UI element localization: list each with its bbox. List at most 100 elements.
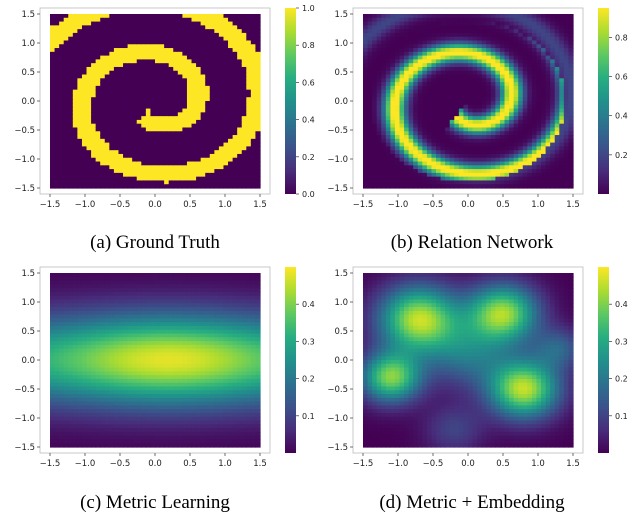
heat-cell bbox=[522, 51, 528, 57]
heat-cell bbox=[77, 303, 83, 308]
heat-cell bbox=[486, 108, 492, 113]
heat-cell bbox=[559, 180, 565, 185]
heat-cell bbox=[436, 89, 442, 95]
heat-cell bbox=[554, 44, 560, 49]
heat-cell bbox=[113, 333, 120, 338]
heat-cell bbox=[132, 157, 138, 163]
heat-cell bbox=[390, 108, 396, 113]
heat-cell bbox=[72, 375, 78, 380]
heat-cell bbox=[81, 32, 88, 38]
heat-cell bbox=[159, 32, 165, 38]
heat-cell bbox=[554, 63, 560, 68]
heat-cell bbox=[431, 161, 437, 166]
heat-cell bbox=[404, 25, 410, 30]
heat-cell bbox=[214, 146, 220, 151]
heat-cell bbox=[50, 401, 56, 406]
heat-cell bbox=[63, 184, 69, 189]
heat-cell bbox=[77, 284, 83, 289]
heat-cell bbox=[159, 112, 165, 117]
heat-cell bbox=[68, 82, 74, 87]
heat-cell bbox=[123, 119, 129, 125]
heat-cell bbox=[136, 44, 142, 49]
heat-cell bbox=[104, 424, 110, 429]
heat-cell bbox=[463, 157, 469, 163]
heat-cell bbox=[86, 394, 92, 399]
heat-cell bbox=[54, 104, 60, 110]
heat-cell bbox=[372, 85, 378, 91]
heat-cell bbox=[228, 70, 234, 76]
heat-cell bbox=[531, 127, 538, 132]
heat-cell bbox=[545, 85, 551, 91]
heat-cell bbox=[77, 21, 83, 26]
heat-cell bbox=[422, 161, 428, 166]
heat-cell bbox=[72, 82, 78, 87]
heat-cell bbox=[390, 150, 396, 155]
heat-cell bbox=[63, 78, 69, 83]
heat-cell bbox=[159, 161, 165, 166]
heat-cell bbox=[504, 138, 510, 144]
heat-cell bbox=[91, 329, 97, 335]
heat-cell bbox=[490, 17, 496, 23]
heat-cell bbox=[68, 431, 74, 437]
heat-cell bbox=[536, 180, 542, 185]
heat-cell bbox=[504, 165, 510, 170]
heat-cell bbox=[145, 157, 152, 163]
heat-cell bbox=[59, 157, 65, 163]
heat-cell bbox=[550, 44, 556, 49]
heat-cell bbox=[109, 161, 115, 166]
heat-cell bbox=[86, 36, 92, 42]
heat-cell bbox=[531, 138, 538, 144]
heat-cell bbox=[531, 97, 538, 102]
heat-cell bbox=[385, 51, 391, 57]
heat-cell bbox=[531, 63, 538, 68]
heat-cell bbox=[145, 116, 152, 121]
heat-cell bbox=[518, 36, 524, 42]
heat-cell bbox=[81, 51, 88, 57]
heat-cell bbox=[104, 59, 110, 64]
x-tick-label: 1.5 bbox=[253, 200, 267, 210]
heat-cell bbox=[100, 375, 106, 380]
heat-cell bbox=[77, 412, 83, 418]
heat-cell bbox=[250, 123, 257, 129]
heat-cell bbox=[54, 356, 60, 361]
heat-cell bbox=[255, 169, 261, 174]
heat-cell bbox=[91, 348, 97, 354]
heat-cell bbox=[50, 97, 56, 102]
heat-cell bbox=[545, 138, 551, 144]
heat-cell bbox=[490, 123, 496, 129]
heat-cell bbox=[155, 70, 161, 76]
heat-cell bbox=[132, 108, 138, 113]
heat-cell bbox=[385, 176, 391, 182]
heat-cell bbox=[463, 63, 469, 68]
heat-cell bbox=[109, 14, 115, 19]
heat-cell bbox=[177, 97, 183, 102]
heat-cell bbox=[486, 70, 492, 76]
heat-cell bbox=[413, 172, 419, 178]
heat-cell bbox=[205, 184, 211, 189]
heat-cell bbox=[527, 74, 533, 79]
heat-cell bbox=[155, 29, 161, 34]
heat-cell bbox=[422, 104, 428, 110]
heat-cell bbox=[63, 356, 69, 361]
heat-cell bbox=[504, 135, 510, 140]
heat-cell bbox=[417, 135, 423, 140]
heat-cell bbox=[104, 378, 110, 384]
heat-cell bbox=[541, 101, 547, 106]
heat-cell bbox=[86, 325, 92, 331]
heat-cell bbox=[394, 59, 401, 64]
heat-cell bbox=[463, 89, 469, 95]
heat-cell bbox=[454, 135, 460, 140]
heat-cell bbox=[50, 172, 56, 178]
heat-cell bbox=[255, 127, 261, 132]
heat-cell bbox=[100, 138, 106, 144]
heat-cell bbox=[136, 66, 142, 72]
heat-cell bbox=[164, 70, 170, 76]
heat-cell bbox=[250, 21, 257, 26]
heat-cell bbox=[81, 44, 88, 49]
heat-cell bbox=[182, 138, 188, 144]
heat-cell bbox=[68, 21, 74, 26]
heat-cell bbox=[404, 32, 410, 38]
heat-cell bbox=[223, 89, 229, 95]
heat-cell bbox=[150, 119, 156, 125]
heat-cell bbox=[132, 142, 138, 147]
